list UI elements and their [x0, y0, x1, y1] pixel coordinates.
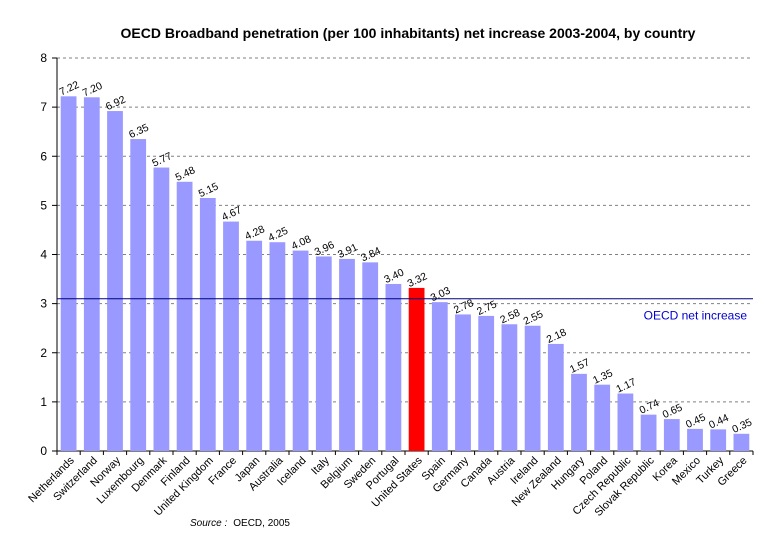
bar-ireland	[524, 325, 541, 451]
bar-new-zealand	[547, 343, 564, 451]
data-label-netherlands: 7.22	[58, 79, 82, 99]
oecd-net-increase-label: OECD net increase	[644, 309, 748, 323]
y-tick-label: 8	[40, 51, 47, 65]
data-label-france: 4.67	[220, 204, 244, 224]
axes: 0 1 2 3 4 5 6 7 8	[40, 51, 754, 458]
y-tick-label: 7	[40, 100, 47, 114]
data-label-greece: 0.35	[730, 416, 754, 436]
data-label-italy: 3.96	[313, 239, 337, 259]
data-label-spain: 3.03	[429, 285, 453, 305]
y-tick-label: 0	[40, 444, 47, 458]
data-label-hungary: 1.57	[568, 356, 592, 376]
data-label-austria: 2.58	[498, 307, 522, 327]
data-label-sweden: 3.84	[359, 245, 383, 265]
bar-greece	[733, 433, 750, 451]
bar-switzerland	[83, 97, 100, 452]
bars	[60, 96, 750, 452]
source-text: OECD, 2005	[233, 518, 290, 529]
data-label-united-kingdom: 5.15	[197, 180, 221, 200]
y-tick-label: 3	[40, 297, 47, 311]
data-label-poland: 1.35	[591, 367, 615, 387]
data-label-mexico: 0.45	[684, 411, 708, 431]
data-label-denmark: 5.77	[150, 150, 174, 170]
data-label-new-zealand: 2.18	[545, 326, 569, 346]
bar-mexico	[687, 428, 703, 451]
bar-luxembourg	[130, 139, 147, 451]
bar-portugal	[385, 283, 402, 451]
data-label-iceland: 4.08	[290, 233, 314, 253]
data-label-czech-republic: 1.17	[614, 376, 638, 396]
data-label-slovak-republic: 0.74	[638, 397, 662, 417]
bar-hungary	[571, 373, 587, 451]
data-label-belgium: 3.91	[336, 241, 360, 261]
data-label-japan: 4.28	[243, 223, 267, 243]
bar-france	[223, 221, 239, 451]
bar-poland	[594, 384, 611, 451]
bar-czech-republic	[617, 393, 634, 451]
bar-canada	[478, 315, 495, 451]
data-label-germany: 2.78	[452, 297, 476, 317]
source-note: Source : OECD, 2005	[190, 518, 290, 529]
bar-norway	[107, 111, 123, 452]
bar-iceland	[292, 250, 309, 451]
bar-slovak-republic	[640, 414, 657, 451]
bar-finland	[176, 181, 193, 452]
data-label-finland: 5.48	[174, 164, 198, 184]
bar-korea	[663, 419, 680, 451]
data-label-luxembourg: 6.35	[127, 122, 151, 142]
category-labels: NetherlandsSwitzerlandNorwayLuxembourgDe…	[26, 454, 749, 519]
bar-turkey	[710, 429, 727, 451]
data-label-portugal: 3.40	[382, 266, 406, 286]
y-tick-label: 2	[40, 346, 47, 360]
source-key: Source :	[190, 518, 227, 529]
bar-spain	[431, 302, 448, 451]
data-label-switzerland: 7.20	[81, 80, 105, 100]
data-label-turkey: 0.44	[707, 412, 731, 432]
bar-sweden	[362, 262, 379, 451]
y-tick-label: 5	[40, 198, 47, 212]
data-label-norway: 6.92	[104, 94, 128, 114]
data-label-ireland: 2.55	[522, 308, 546, 328]
bar-belgium	[339, 258, 355, 451]
y-tick-label: 4	[40, 248, 47, 262]
bar-germany	[455, 314, 471, 451]
y-tick-label: 1	[40, 395, 47, 409]
gridlines	[57, 57, 753, 403]
bar-australia	[269, 242, 286, 451]
bar-netherlands	[60, 96, 77, 451]
bar-italy	[315, 256, 332, 451]
chart-title: OECD Broadband penetration (per 100 inha…	[121, 25, 696, 41]
data-label-canada: 2.75	[475, 298, 499, 318]
y-tick-label: 6	[40, 149, 47, 163]
data-label-united-states: 3.32	[406, 270, 430, 290]
bar-japan	[246, 240, 263, 451]
data-label-korea: 0.65	[661, 402, 685, 422]
bar-united-states	[408, 287, 425, 451]
reference-line-group: OECD net increase	[57, 298, 753, 323]
data-label-australia: 4.25	[266, 225, 290, 245]
bar-united-kingdom	[199, 198, 216, 451]
bar-denmark	[153, 167, 170, 451]
bar-austria	[501, 324, 518, 451]
